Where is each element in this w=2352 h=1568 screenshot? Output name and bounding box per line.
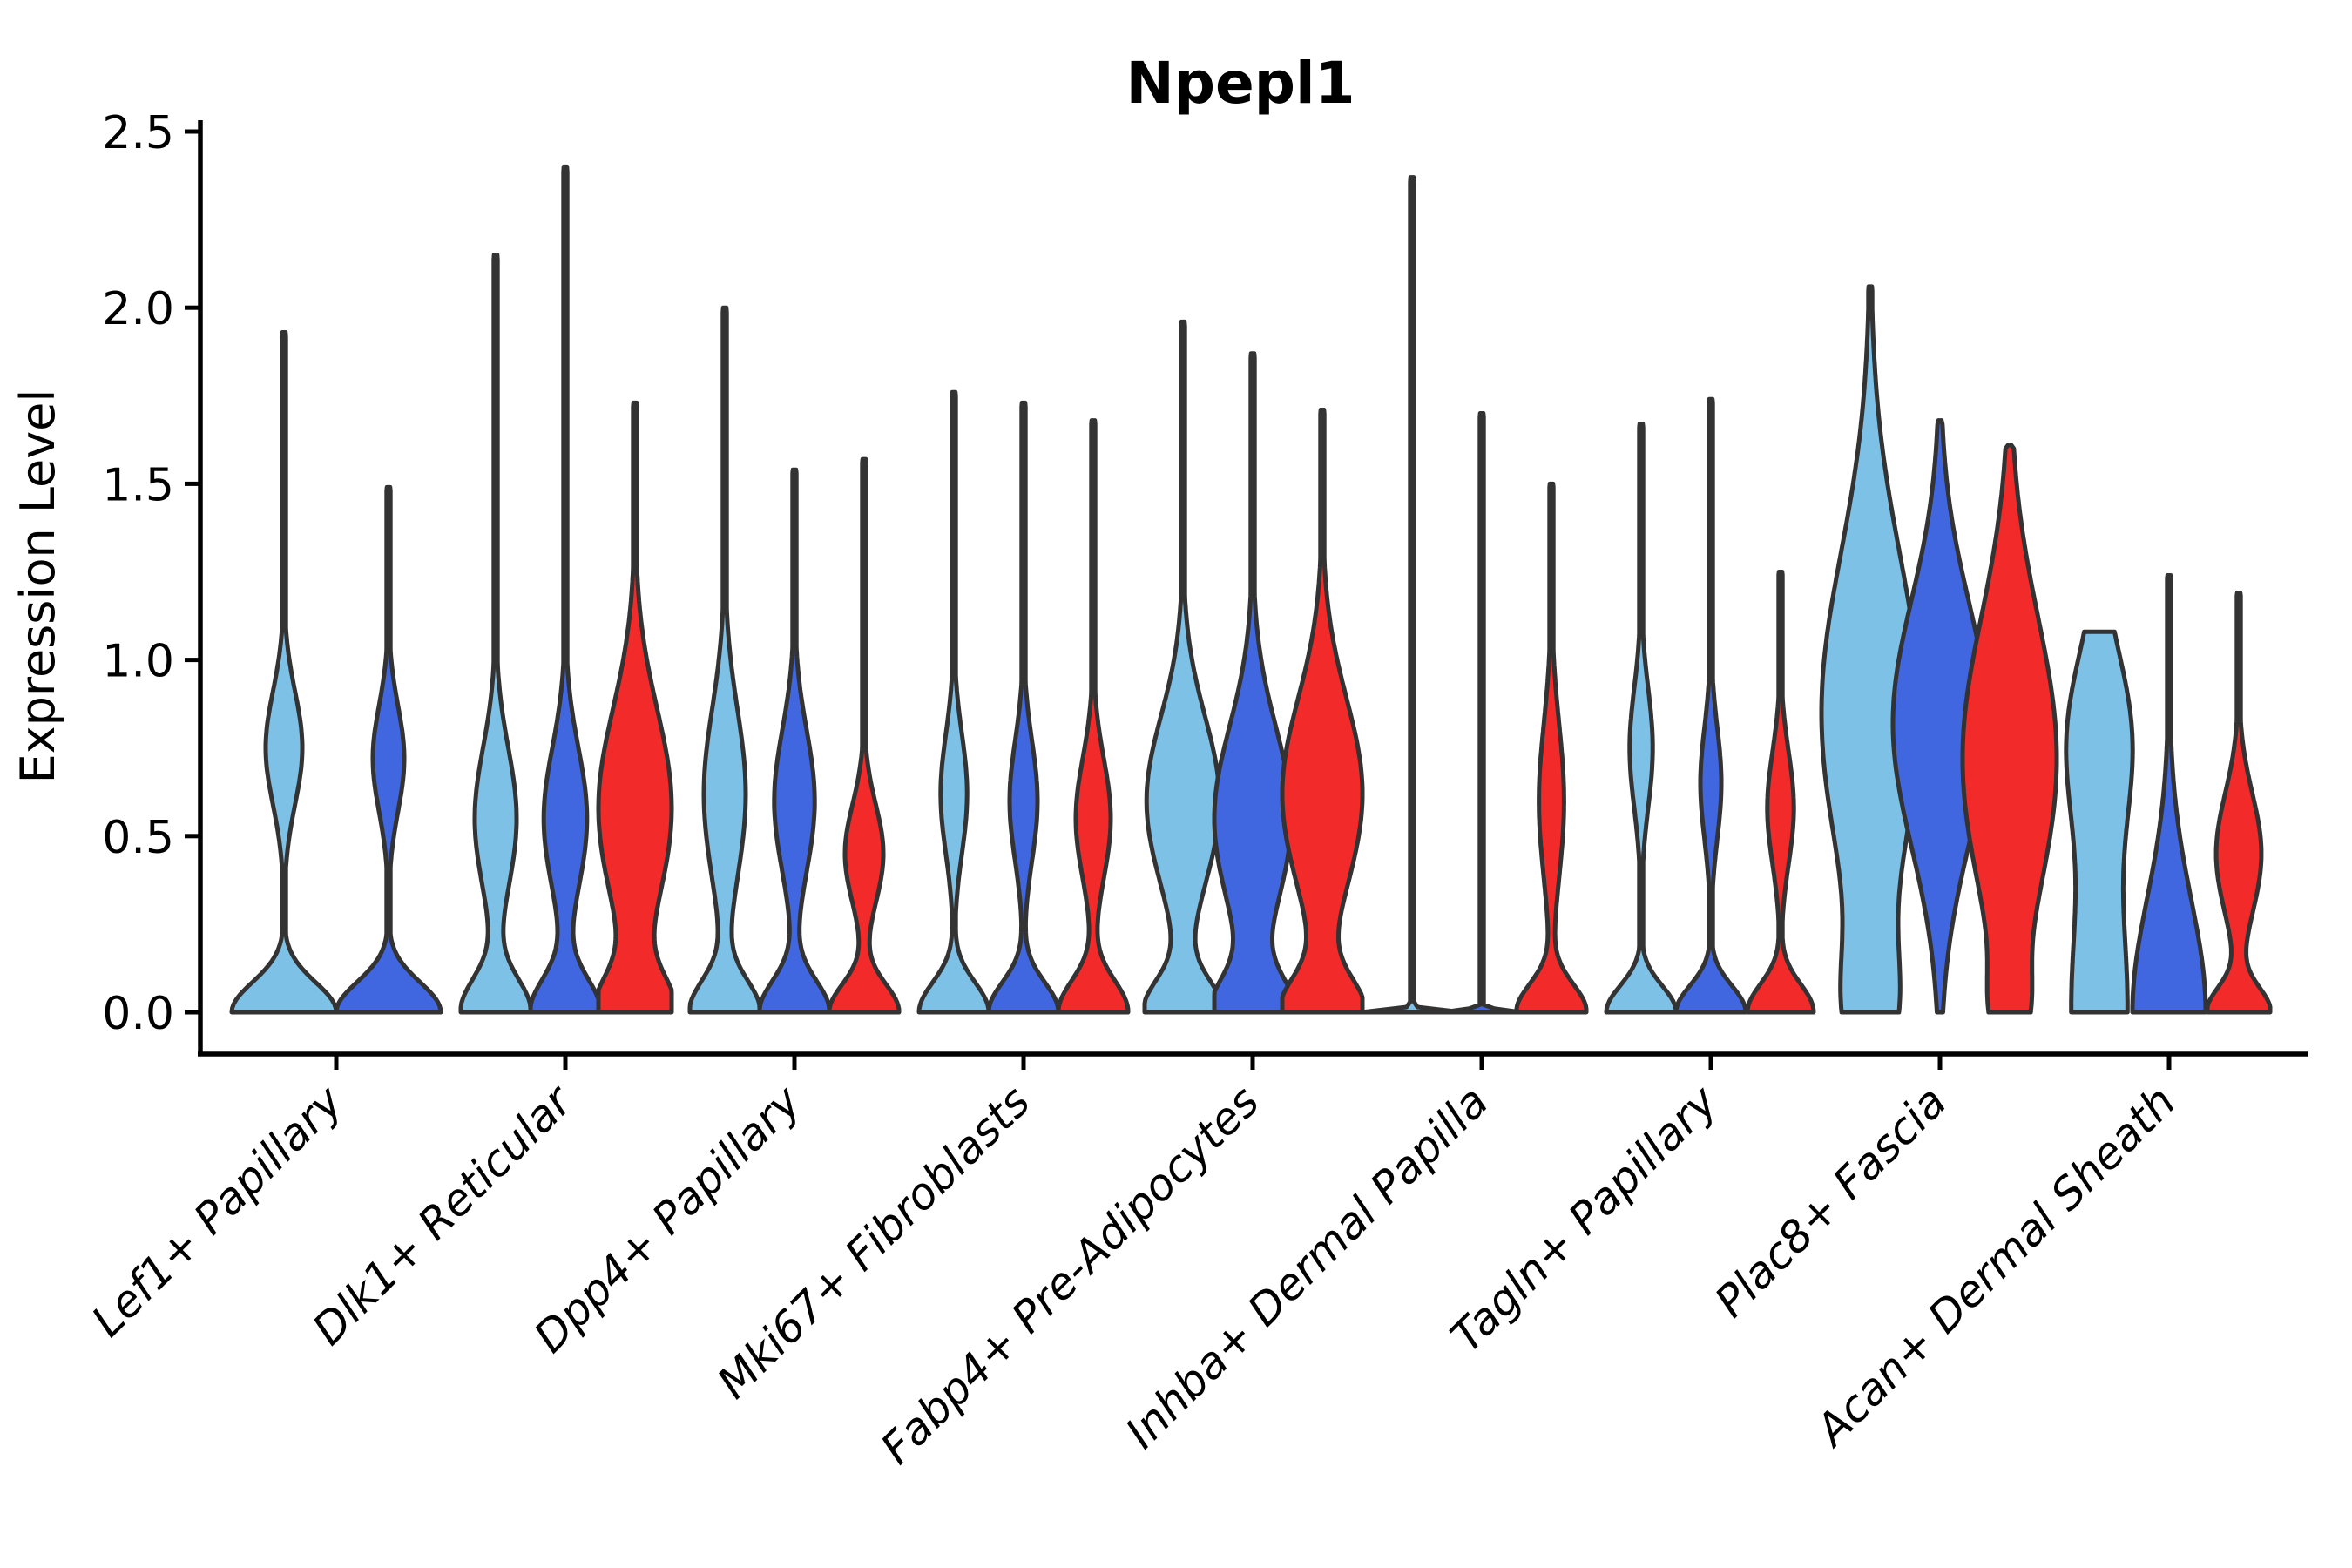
violin-dpp4-papillary-series-1 <box>687 305 762 1015</box>
violin-acan-dermal-sheath-series-3 <box>2205 591 2273 1015</box>
y-tick-label: 2.5 <box>102 107 174 159</box>
violin-fabp4-pre-adipocytes-series-1 <box>1142 319 1224 1015</box>
violin-inhba-dermal-papilla-series-1 <box>1359 175 1465 1015</box>
x-tick-label-acan-dermal-sheath: Acan+ Dermal Sheath <box>1805 1076 2186 1456</box>
violin-tagln-papillary-series-3 <box>1745 570 1816 1015</box>
violin-fabp4-pre-adipocytes-series-3 <box>1280 408 1365 1015</box>
x-tick-label-lef1-papillary: Lef1+ Papillary <box>82 1075 353 1346</box>
violin-acan-dermal-sheath-series-2 <box>2130 573 2208 1015</box>
violin-plac8-fascia-series-3 <box>1960 443 2059 1015</box>
violin-inhba-dermal-papilla-series-3 <box>1514 481 1589 1015</box>
y-axis-label: Expression Level <box>10 389 65 784</box>
violin-acan-dermal-sheath-series-1 <box>2064 629 2135 1015</box>
violin-dlk1-reticular-series-2 <box>528 164 603 1015</box>
y-tick-label: 0.5 <box>102 812 174 864</box>
violin-tagln-papillary-series-2 <box>1673 396 1748 1015</box>
violin-dpp4-papillary-series-2 <box>757 467 832 1015</box>
y-tick-label: 2.0 <box>102 283 174 335</box>
violin-lef1-papillary-series-2 <box>334 484 443 1015</box>
violin-mki67-fibroblasts-series-2 <box>986 400 1061 1015</box>
x-tick-label-fabp4-pre-adipocytes: Fabp4+ Pre-Adipocytes <box>871 1076 1269 1474</box>
x-tick-label-inhba-dermal-papilla: Inhba+ Dermal Papilla <box>1116 1076 1497 1457</box>
violin-inhba-dermal-papilla-series-2 <box>1440 411 1524 1015</box>
y-axis-ticks: 0.0 0.5 1.0 1.5 2.0 2.5 <box>102 107 199 1040</box>
violin-dlk1-reticular-series-1 <box>458 253 533 1015</box>
x-tick-label-plac8-fascia: Plac8+ Fascia <box>1706 1076 1957 1327</box>
violins-layer <box>229 164 2273 1015</box>
violin-lef1-papillary-series-1 <box>229 330 339 1015</box>
violin-tagln-papillary-series-1 <box>1604 422 1679 1015</box>
violin-dlk1-reticular-series-3 <box>596 400 674 1015</box>
y-tick-label: 1.5 <box>102 459 174 511</box>
y-tick-label: 0.0 <box>102 988 174 1040</box>
violin-mki67-fibroblasts-series-1 <box>916 389 991 1015</box>
chart-title: Npepl1 <box>1125 50 1355 117</box>
violin-dpp4-papillary-series-3 <box>827 456 902 1015</box>
y-tick-label: 1.0 <box>102 636 174 688</box>
violin-mki67-fibroblasts-series-3 <box>1056 418 1131 1015</box>
violin-fabp4-pre-adipocytes-series-2 <box>1212 351 1294 1015</box>
